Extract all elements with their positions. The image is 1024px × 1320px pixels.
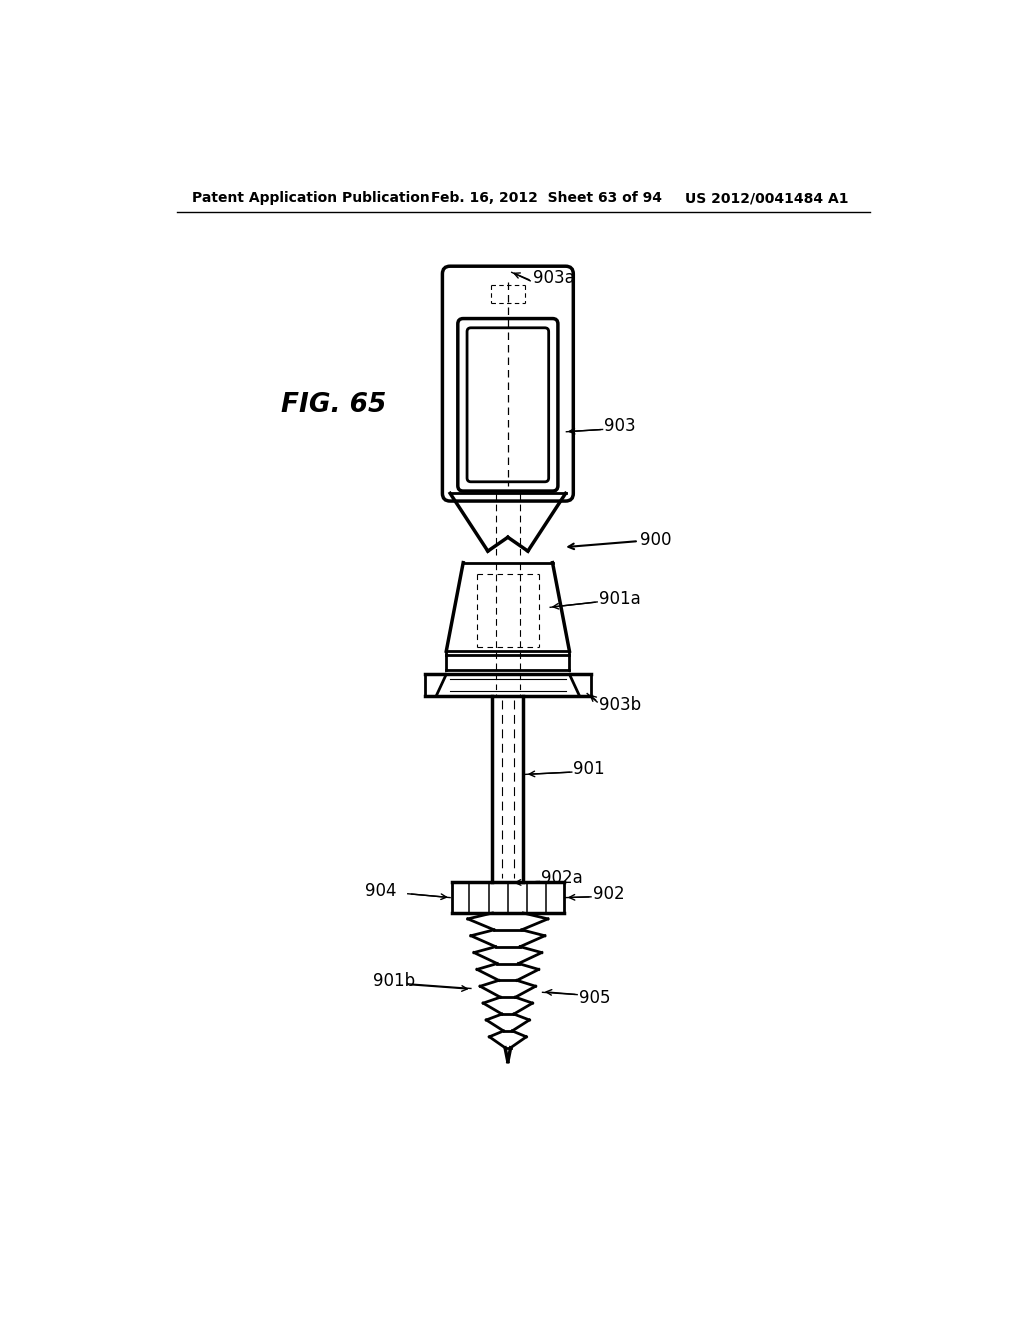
Text: 900: 900 xyxy=(640,531,672,549)
Text: 902a: 902a xyxy=(541,870,583,887)
Text: 901a: 901a xyxy=(599,590,640,607)
FancyBboxPatch shape xyxy=(467,327,549,482)
Text: 903a: 903a xyxy=(532,269,574,286)
FancyBboxPatch shape xyxy=(442,267,573,502)
Text: US 2012/0041484 A1: US 2012/0041484 A1 xyxy=(685,191,849,206)
Text: 905: 905 xyxy=(579,989,610,1007)
Text: 903b: 903b xyxy=(599,696,641,714)
Text: Feb. 16, 2012  Sheet 63 of 94: Feb. 16, 2012 Sheet 63 of 94 xyxy=(431,191,662,206)
Text: 904: 904 xyxy=(365,883,396,900)
Text: FIG. 65: FIG. 65 xyxy=(281,392,386,418)
Text: 903: 903 xyxy=(604,417,636,436)
Text: Patent Application Publication: Patent Application Publication xyxy=(193,191,430,206)
Text: 901: 901 xyxy=(573,760,605,777)
Text: 901b: 901b xyxy=(373,972,416,990)
Text: 902: 902 xyxy=(593,884,625,903)
FancyBboxPatch shape xyxy=(458,318,558,491)
